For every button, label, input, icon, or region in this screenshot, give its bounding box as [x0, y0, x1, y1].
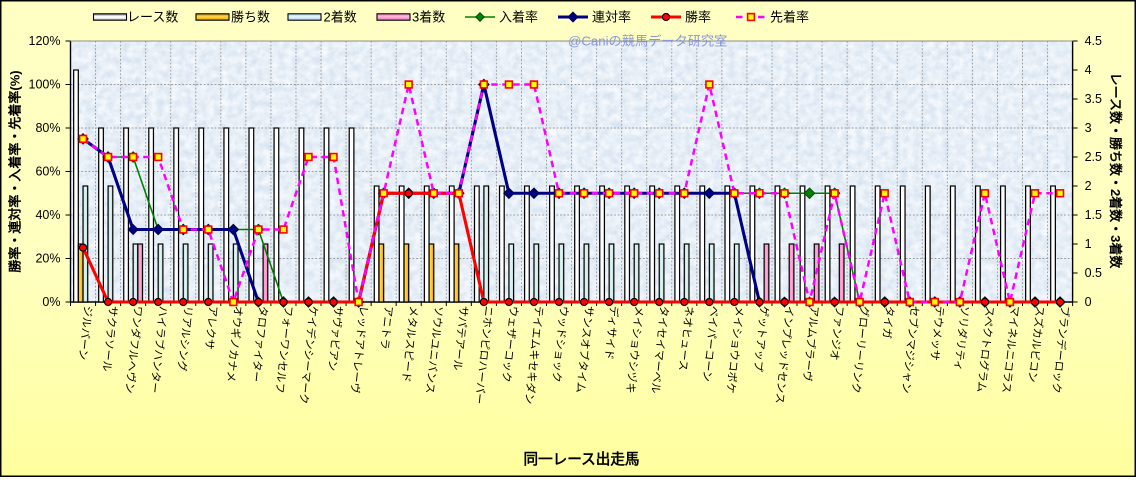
svg-text:3: 3 — [1085, 121, 1092, 135]
svg-text:勝率: 勝率 — [685, 10, 711, 25]
svg-text:2.5: 2.5 — [1085, 150, 1102, 164]
svg-text:4: 4 — [1085, 63, 1092, 77]
svg-text:レース数・勝ち数・2着数・3着数: レース数・勝ち数・2着数・3着数 — [1108, 73, 1123, 270]
svg-text:80%: 80% — [35, 121, 60, 135]
svg-text:同一レース出走馬: 同一レース出走馬 — [523, 450, 639, 468]
svg-text:先着率: 先着率 — [770, 10, 809, 25]
svg-text:120%: 120% — [29, 34, 61, 48]
svg-text:連対率: 連対率 — [592, 10, 631, 25]
svg-text:アニトラ: アニトラ — [378, 305, 395, 350]
svg-text:100%: 100% — [29, 78, 61, 92]
svg-text:レース数: レース数 — [127, 10, 178, 25]
svg-text:40%: 40% — [35, 208, 60, 222]
svg-text:入着率: 入着率 — [499, 10, 538, 25]
svg-text:0: 0 — [1085, 295, 1092, 309]
svg-text:4.5: 4.5 — [1085, 34, 1102, 48]
svg-text:60%: 60% — [35, 165, 60, 179]
svg-text:アレクサ: アレクサ — [202, 305, 220, 350]
svg-text:テウメッサ: テウメッサ — [928, 305, 947, 361]
svg-text:0.5: 0.5 — [1085, 266, 1102, 280]
svg-text:1.5: 1.5 — [1085, 208, 1102, 222]
svg-text:@Caniの競馬データ研究室: @Caniの競馬データ研究室 — [568, 33, 727, 49]
svg-text:勝率・連対率・入着率・先着率(%): 勝率・連対率・入着率・先着率(%) — [8, 70, 23, 272]
svg-text:1: 1 — [1085, 237, 1092, 251]
svg-text:20%: 20% — [35, 252, 60, 266]
svg-text:ジルバーン: ジルバーン — [76, 305, 95, 361]
svg-text:3.5: 3.5 — [1085, 92, 1102, 106]
svg-text:勝ち数: 勝ち数 — [231, 10, 270, 25]
svg-text:3着数: 3着数 — [412, 10, 445, 25]
svg-text:ファンジオ: ファンジオ — [827, 305, 846, 361]
svg-text:2: 2 — [1085, 179, 1092, 193]
svg-text:タイガ: タイガ — [880, 305, 896, 339]
svg-text:2着数: 2着数 — [324, 10, 357, 25]
svg-text:0%: 0% — [42, 295, 60, 309]
